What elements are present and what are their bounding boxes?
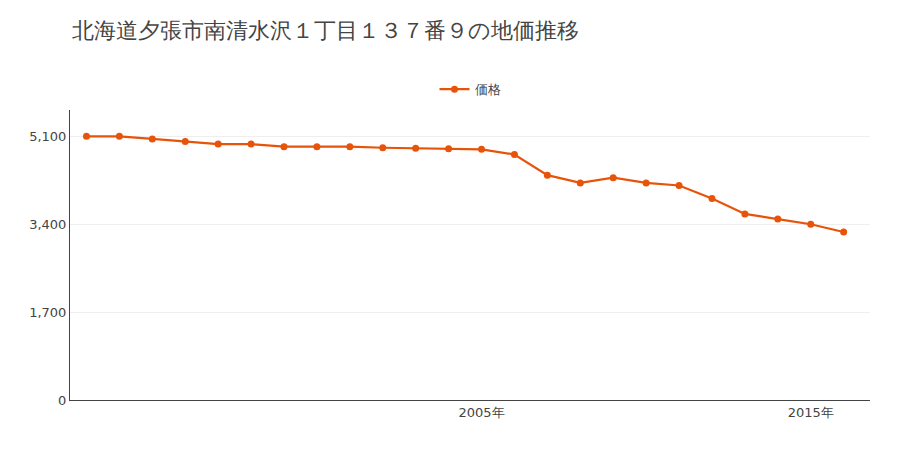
svg-text:5,100: 5,100 <box>29 129 66 144</box>
svg-text:2005年: 2005年 <box>458 405 504 420</box>
svg-text:価格: 価格 <box>475 82 501 97</box>
svg-text:0: 0 <box>58 393 66 408</box>
svg-text:1,700: 1,700 <box>29 305 66 320</box>
svg-text:2015年: 2015年 <box>788 405 834 420</box>
svg-text:3,400: 3,400 <box>29 217 66 232</box>
svg-text:北海道夕張市南清水沢１丁目１３７番９の地価推移: 北海道夕張市南清水沢１丁目１３７番９の地価推移 <box>72 18 579 43</box>
